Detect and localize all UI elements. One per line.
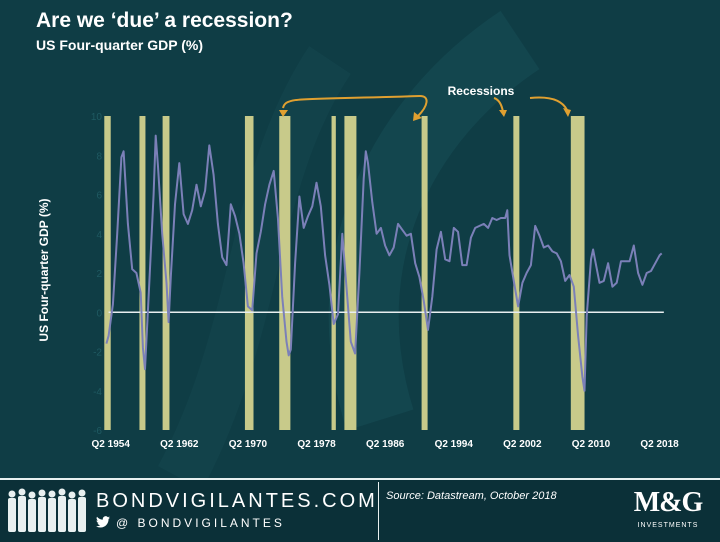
y-tick-label: 4: [96, 230, 102, 241]
recession-band: [331, 116, 336, 430]
recession-arrow: [493, 97, 504, 113]
y-tick-label: 6: [96, 191, 102, 202]
page-title: Are we ‘due’ a recession?: [36, 9, 293, 32]
mg-logo-icon: M&G INVESTMENTS: [622, 486, 714, 536]
x-tick-label: Q2 1978: [297, 439, 336, 450]
x-tick-label: Q2 2018: [640, 439, 679, 450]
y-tick-label: -4: [93, 387, 102, 398]
y-tick-label: 8: [96, 151, 102, 162]
recession-arrow: [417, 95, 428, 117]
y-tick-label: 10: [91, 112, 103, 123]
y-tick-label: -6: [93, 426, 102, 437]
x-tick-label: Q2 1994: [435, 439, 474, 450]
source-note: Source: Datastream, October 2018: [386, 490, 557, 502]
x-tick-label: Q2 2002: [503, 439, 542, 450]
arrowhead: [499, 110, 507, 117]
page-subtitle: US Four-quarter GDP (%): [36, 37, 203, 53]
recession-band: [139, 116, 146, 430]
footer-divider: [378, 482, 379, 540]
y-axis-label: US Four-quarter GDP (%): [37, 198, 51, 342]
background-swirl: [0, 0, 720, 478]
twitter-handle: @ BONDVIGILANTES: [96, 516, 285, 530]
recession-band: [421, 116, 428, 430]
arrowhead: [413, 112, 422, 121]
x-tick-labels: Q2 1954 Q2 1962 Q2 1970 Q2 1978 Q2 1986 Q2 19…: [92, 439, 680, 450]
recessions-label: Recessions: [448, 84, 515, 98]
recessions-annotation: Recessions: [279, 84, 571, 121]
people-silhouette-icon: [8, 488, 86, 532]
footer: BONDVIGILANTES.COM @ BONDVIGILANTES Sour…: [0, 478, 720, 542]
recession-band: [513, 116, 520, 430]
x-tick-label: Q2 1954: [92, 439, 131, 450]
y-tick-label: 2: [96, 269, 102, 280]
brand-name: BONDVIGILANTES.COM: [96, 490, 378, 512]
recession-arrow: [282, 95, 421, 109]
twitter-handle-text: @ BONDVIGILANTES: [116, 516, 285, 530]
arrowhead: [279, 110, 288, 117]
recession-band: [570, 116, 585, 430]
mg-logo-text: M&G: [633, 487, 704, 518]
y-tick-label: -2: [93, 348, 102, 359]
twitter-icon: [96, 516, 110, 528]
series-group: [105, 134, 663, 392]
gdp-series-line: [105, 134, 663, 392]
y-tick-label: 0: [96, 308, 102, 319]
y-tick-labels: 10 8 6 4 2 0 -2 -4 -6: [91, 112, 103, 437]
x-tick-label: Q2 1970: [229, 439, 268, 450]
x-tick-label: Q2 2010: [572, 439, 611, 450]
recession-band: [104, 116, 111, 430]
x-tick-label: Q2 1962: [160, 439, 199, 450]
x-tick-label: Q2 1986: [366, 439, 405, 450]
mg-logo-subtext: INVESTMENTS: [637, 522, 699, 529]
recession-arrow: [529, 96, 568, 111]
recession-band: [279, 116, 291, 430]
arrowhead: [563, 108, 571, 117]
recession-band: [244, 116, 254, 430]
